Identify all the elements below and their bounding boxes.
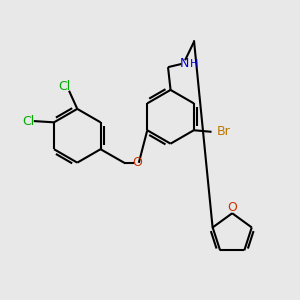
- Text: Cl: Cl: [22, 115, 34, 128]
- Text: Br: Br: [217, 125, 231, 138]
- Text: O: O: [227, 201, 237, 214]
- Text: O: O: [132, 156, 142, 169]
- Text: Cl: Cl: [58, 80, 70, 93]
- Text: H: H: [190, 59, 198, 69]
- Text: N: N: [180, 58, 189, 70]
